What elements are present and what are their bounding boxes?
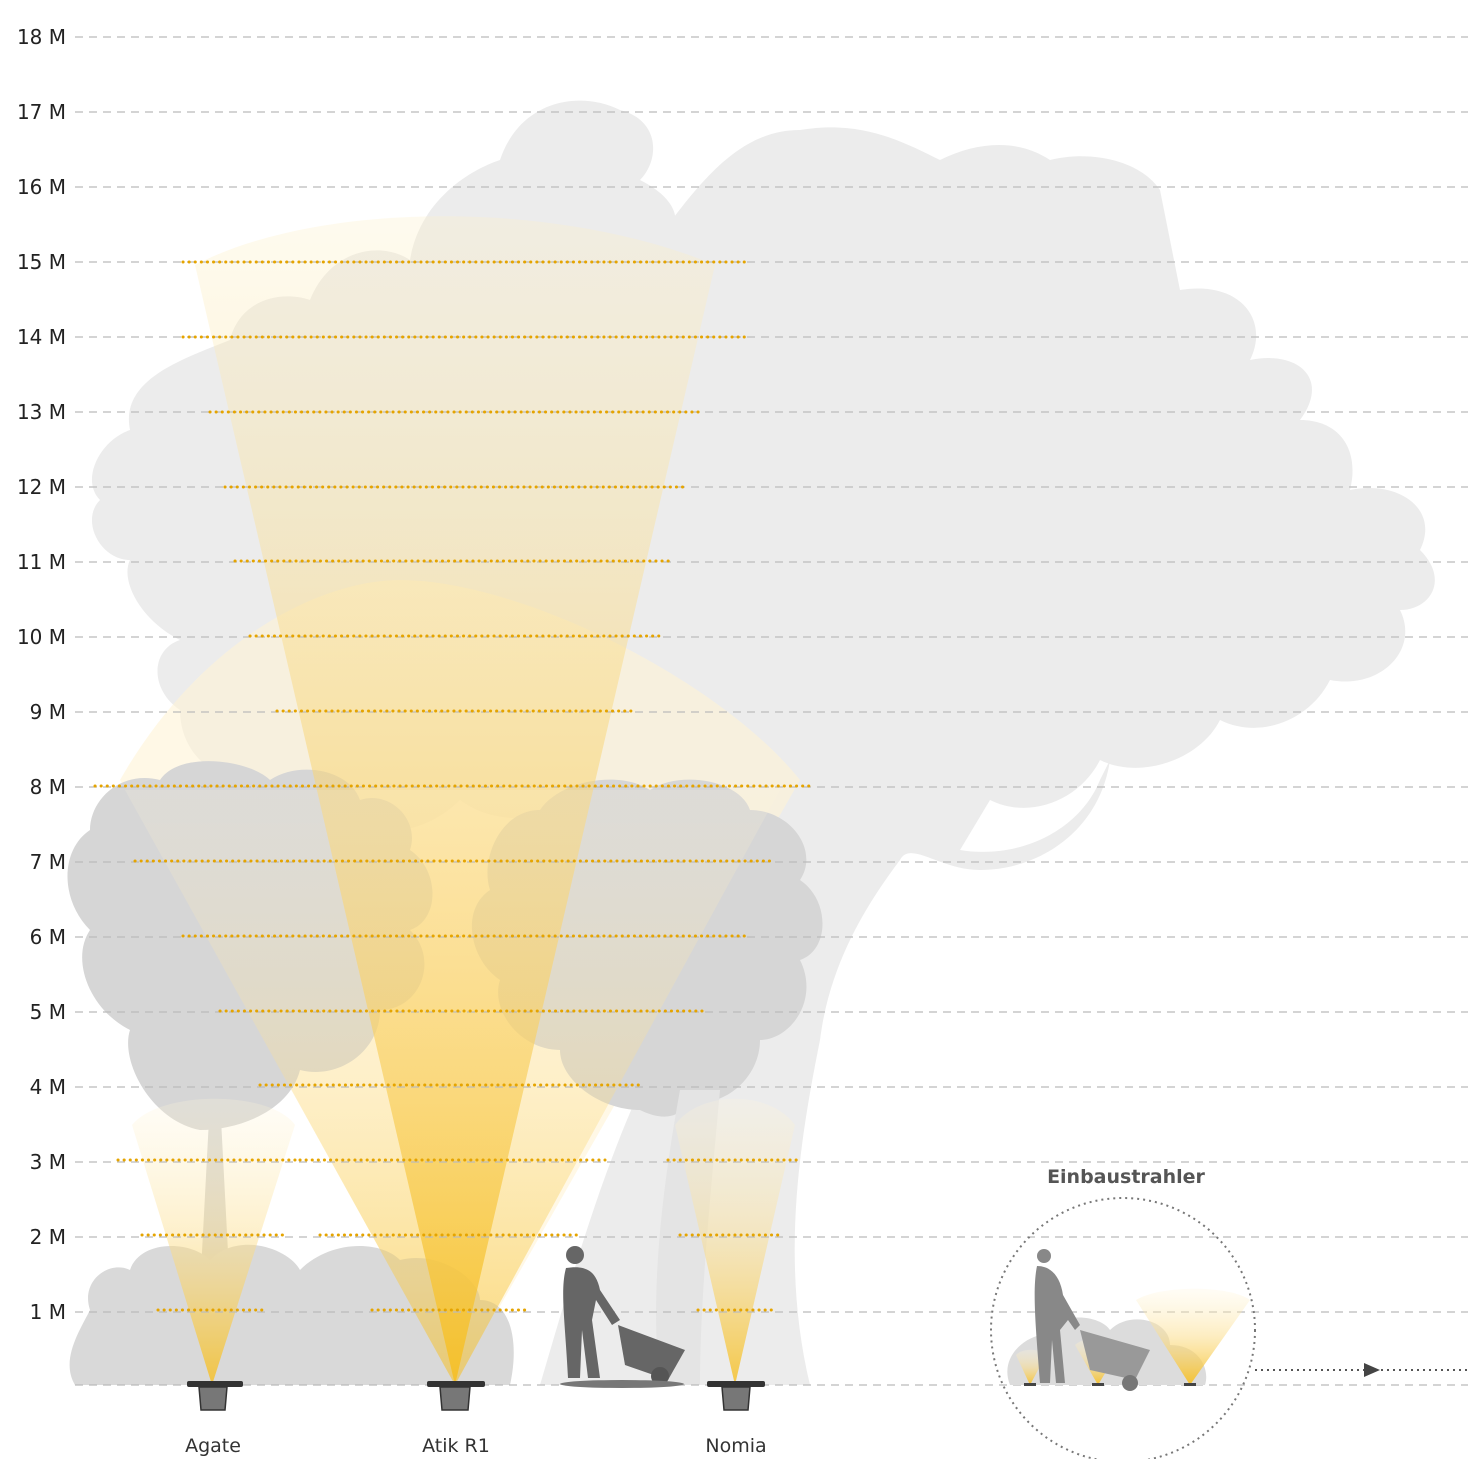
person-wheelbarrow-icon <box>560 1246 685 1388</box>
height-tick-label: 5 M <box>30 1000 66 1024</box>
height-tick-label: 1 M <box>30 1300 66 1324</box>
height-tick-label: 15 M <box>17 250 66 274</box>
fixture-label-nomia: Nomia <box>705 1435 766 1457</box>
recessed-spotlight-inset: Einbaustrahler <box>990 1166 1468 1459</box>
agate-beam <box>132 1098 295 1385</box>
height-tick-label: 18 M <box>17 25 66 49</box>
height-tick-label: 10 M <box>17 625 66 649</box>
fixture-label-agate: Agate <box>185 1435 241 1457</box>
nomia-beam <box>675 1098 795 1385</box>
atik-r1-fixture-icon <box>427 1381 485 1411</box>
height-tick-label: 16 M <box>17 175 66 199</box>
height-tick-label: 14 M <box>17 325 66 349</box>
agate-fixture-icon <box>187 1381 243 1411</box>
height-tick-label: 4 M <box>30 1075 66 1099</box>
nomia-fixture-icon <box>707 1381 765 1411</box>
beam-width-markers <box>93 260 812 1312</box>
fixture-label-atik-r1: Atik R1 <box>422 1435 490 1457</box>
height-tick-label: 13 M <box>17 400 66 424</box>
height-tick-label: 12 M <box>17 475 66 499</box>
height-tick-label: 2 M <box>30 1225 66 1249</box>
height-tick-label: 6 M <box>30 925 66 949</box>
height-axis-labels: 18 M 17 M 16 M 15 M 14 M 13 M 12 M 11 M 10 M 9 M 8… <box>17 25 66 1324</box>
height-tick-label: 7 M <box>30 850 66 874</box>
height-tick-label: 8 M <box>30 775 66 799</box>
height-tick-label: 3 M <box>30 1150 66 1174</box>
inset-title: Einbaustrahler <box>1047 1166 1205 1188</box>
height-tick-label: 9 M <box>30 700 66 724</box>
height-tick-label: 11 M <box>17 550 66 574</box>
arrow-right-icon <box>1364 1363 1380 1377</box>
atik-r1-beam-wide <box>125 790 780 1385</box>
height-tick-label: 17 M <box>17 100 66 124</box>
